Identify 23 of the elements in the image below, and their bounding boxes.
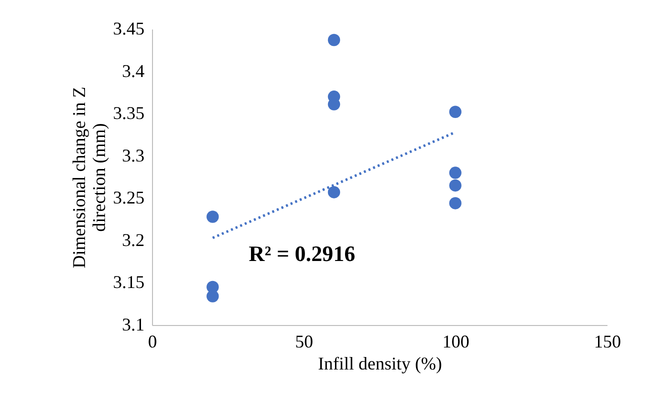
y-tick-label: 3.35 (113, 103, 144, 124)
point (206, 290, 219, 302)
point (328, 186, 340, 198)
y-tick-label: 3.15 (113, 272, 144, 292)
point (449, 179, 462, 192)
y-tick-label: 3.2 (122, 230, 144, 250)
y-axis-title: Dimensional change in Z direction (mm) (69, 86, 109, 268)
point (328, 34, 340, 46)
point (449, 197, 462, 210)
y-tick-label: 3.4 (122, 60, 144, 81)
point (206, 210, 219, 223)
x-tick-label: 100 (442, 332, 470, 352)
point (449, 106, 462, 118)
point (449, 166, 462, 179)
y-tick-label: 3.1 (122, 314, 144, 334)
y-tick-label: 3.45 (113, 18, 144, 38)
x-axis-title: Infill density (%) (318, 354, 442, 374)
x-tick-label: 150 (594, 332, 621, 352)
x-tick-label: 0 (148, 332, 157, 352)
y-tick-label: 3.25 (113, 188, 144, 208)
x-tick-label: 50 (295, 332, 314, 352)
y-tick-label: 3.3 (122, 145, 144, 166)
annotation: R² = 0.2916 (248, 241, 356, 266)
